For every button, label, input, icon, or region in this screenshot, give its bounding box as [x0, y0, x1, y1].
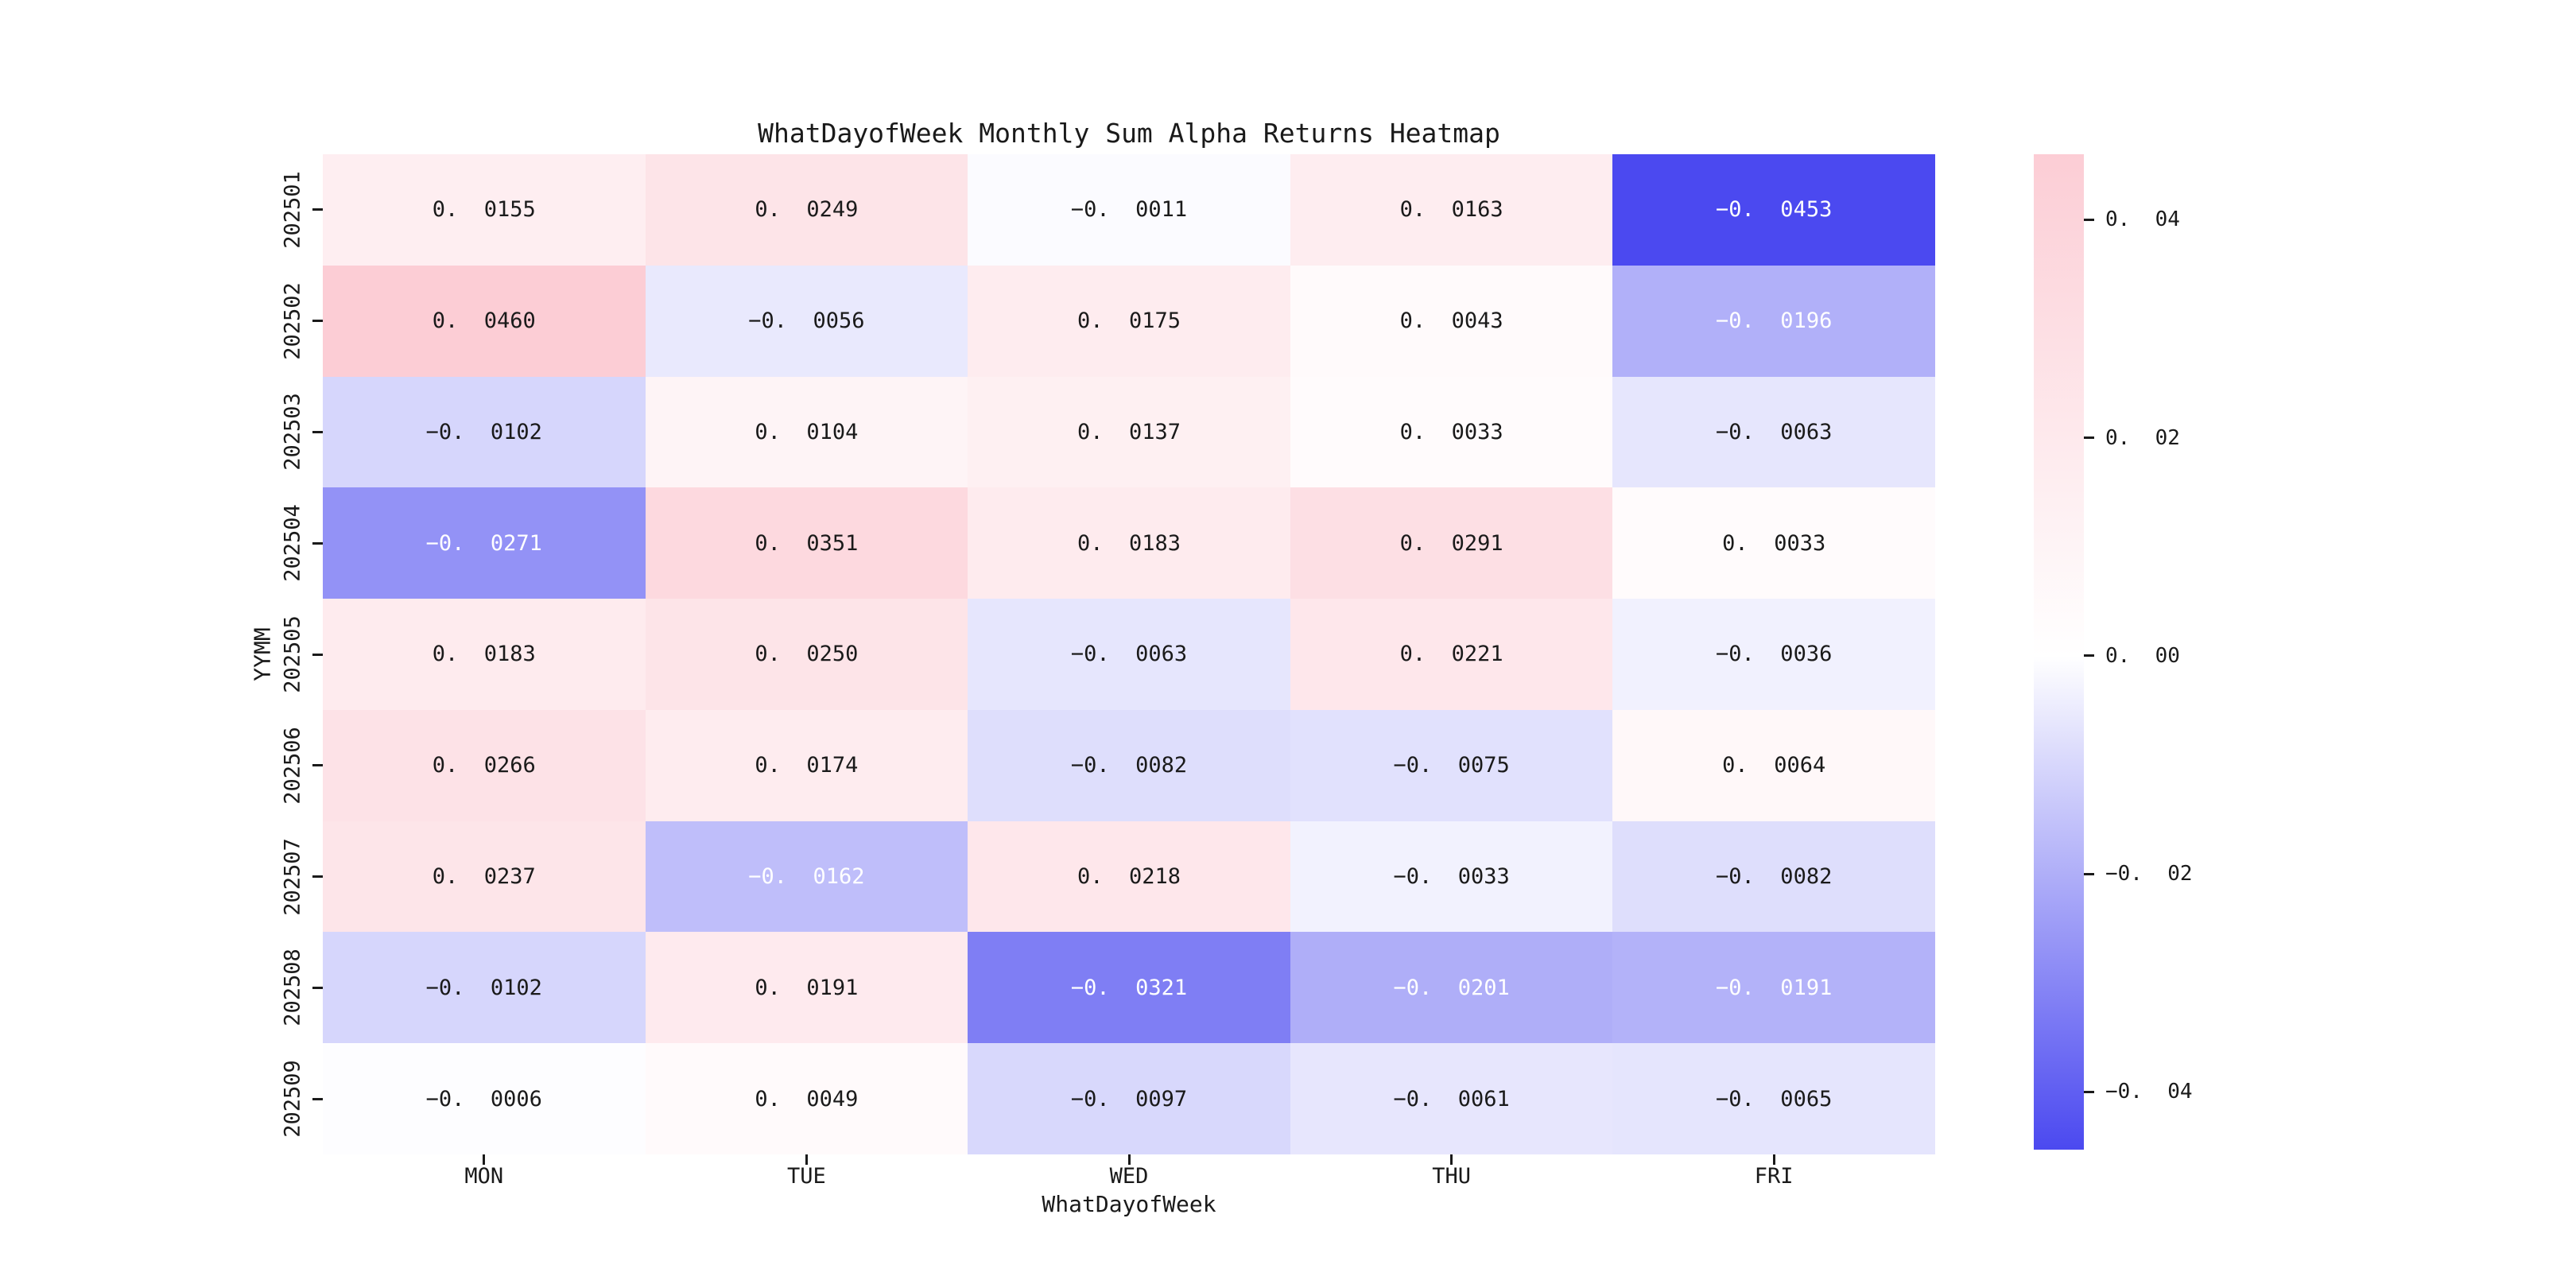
heatmap-cell-202502-TUE: −0. 0056 [645, 265, 968, 377]
x-tickmark [805, 1154, 808, 1165]
x-axis-label: WhatDayofWeek [1042, 1191, 1216, 1217]
y-tick-label: 202501 [280, 171, 305, 249]
heatmap-cell-202503-FRI: −0. 0063 [1612, 376, 1935, 488]
heatmap-cell-202501-FRI: −0. 0453 [1612, 154, 1935, 266]
heatmap-cell-202506-WED: −0. 0082 [968, 709, 1290, 821]
colorbar-tick-label: 0. 02 [2105, 425, 2180, 450]
heatmap-cell-202508-FRI: −0. 0191 [1612, 932, 1935, 1044]
heatmap-cell-202502-WED: 0. 0175 [968, 265, 1290, 377]
heatmap-cell-202501-WED: −0. 0011 [968, 154, 1290, 266]
y-tickmark [312, 653, 323, 656]
colorbar-tickmark [2084, 872, 2094, 875]
x-tickmark [1450, 1154, 1453, 1165]
x-tickmark [1127, 1154, 1131, 1165]
heatmap-cell-202508-TUE: 0. 0191 [645, 932, 968, 1044]
heatmap-cell-202505-WED: −0. 0063 [968, 599, 1290, 710]
heatmap-cell-202504-THU: 0. 0291 [1290, 487, 1613, 599]
heatmap-cell-202502-FRI: −0. 0196 [1612, 265, 1935, 377]
heatmap-cell-202505-THU: 0. 0221 [1290, 599, 1613, 710]
y-tickmark [312, 1097, 323, 1100]
x-tick-label: MON [464, 1164, 504, 1189]
heatmap-cell-202509-MON: −0. 0006 [323, 1043, 646, 1154]
colorbar-tickmark [2084, 218, 2094, 221]
heatmap-cell-202504-FRI: 0. 0033 [1612, 487, 1935, 599]
y-tickmark [312, 430, 323, 433]
y-tick-label: 202509 [280, 1060, 305, 1138]
y-tickmark [312, 320, 323, 323]
heatmap-cell-202509-TUE: 0. 0049 [645, 1043, 968, 1154]
x-tick-label: FRI [1754, 1164, 1794, 1189]
y-tick-label: 202504 [280, 504, 305, 582]
heatmap-cell-202508-MON: −0. 0102 [323, 932, 646, 1044]
colorbar [2034, 154, 2084, 1150]
x-tick-label: WED [1109, 1164, 1149, 1189]
colorbar-tick-label: −0. 04 [2105, 1080, 2193, 1104]
heatmap-cell-202507-FRI: −0. 0082 [1612, 821, 1935, 933]
heatmap-cell-202507-WED: 0. 0218 [968, 821, 1290, 933]
y-tick-label: 202505 [280, 615, 305, 693]
heatmap-cell-202502-MON: 0. 0460 [323, 265, 646, 377]
colorbar-tickmark [2084, 436, 2094, 440]
heatmap-cell-202507-THU: −0. 0033 [1290, 821, 1613, 933]
y-tick-label: 202503 [280, 393, 305, 471]
heatmap-cell-202501-MON: 0. 0155 [323, 154, 646, 266]
heatmap-cell-202503-TUE: 0. 0104 [645, 376, 968, 488]
heatmap-cell-202509-FRI: −0. 0065 [1612, 1043, 1935, 1154]
x-tickmark [1772, 1154, 1775, 1165]
chart-title: WhatDayofWeek Monthly Sum Alpha Returns … [758, 118, 1500, 149]
heatmap-cell-202509-THU: −0. 0061 [1290, 1043, 1613, 1154]
heatmap-cell-202505-TUE: 0. 0250 [645, 599, 968, 710]
heatmap-cell-202503-MON: −0. 0102 [323, 376, 646, 488]
heatmap-cell-202503-THU: 0. 0033 [1290, 376, 1613, 488]
heatmap-cell-202502-THU: 0. 0043 [1290, 265, 1613, 377]
heatmap-cell-202504-MON: −0. 0271 [323, 487, 646, 599]
heatmap-cell-202506-THU: −0. 0075 [1290, 709, 1613, 821]
heatmap-cell-202509-WED: −0. 0097 [968, 1043, 1290, 1154]
y-tickmark [312, 208, 323, 211]
y-tick-label: 202508 [280, 949, 305, 1027]
y-tickmark [312, 875, 323, 879]
heatmap-cell-202505-MON: 0. 0183 [323, 599, 646, 710]
y-tickmark [312, 764, 323, 767]
y-tickmark [312, 986, 323, 989]
y-tick-label: 202507 [280, 837, 305, 916]
y-tickmark [312, 541, 323, 545]
colorbar-tickmark [2084, 1090, 2094, 1093]
y-axis-label: YYMM [249, 627, 276, 681]
heatmap-cell-202504-TUE: 0. 0351 [645, 487, 968, 599]
heatmap-cell-202505-FRI: −0. 0036 [1612, 599, 1935, 710]
heatmap-cell-202506-FRI: 0. 0064 [1612, 709, 1935, 821]
heatmap-cell-202507-TUE: −0. 0162 [645, 821, 968, 933]
colorbar-tick-label: 0. 04 [2105, 208, 2180, 232]
heatmap-cell-202506-TUE: 0. 0174 [645, 709, 968, 821]
heatmap-cell-202501-TUE: 0. 0249 [645, 154, 968, 266]
x-tickmark [483, 1154, 486, 1165]
x-tick-label: TUE [787, 1164, 826, 1189]
heatmap-cell-202503-WED: 0. 0137 [968, 376, 1290, 488]
heatmap-cell-202508-WED: −0. 0321 [968, 932, 1290, 1044]
y-tick-label: 202506 [280, 726, 305, 805]
heatmap-grid: 0. 0155 0. 0249 −0. 0011 0. 0163 −0. 0453 0. … [323, 154, 1935, 1154]
y-tick-label: 202502 [280, 281, 305, 360]
colorbar-tick-label: −0. 02 [2105, 862, 2193, 886]
heatmap-cell-202504-WED: 0. 0183 [968, 487, 1290, 599]
heatmap-cell-202508-THU: −0. 0201 [1290, 932, 1613, 1044]
x-tick-label: THU [1432, 1164, 1471, 1189]
colorbar-tick-label: 0. 00 [2105, 643, 2180, 668]
colorbar-tickmark [2084, 654, 2094, 658]
heatmap-cell-202507-MON: 0. 0237 [323, 821, 646, 933]
heatmap-cell-202506-MON: 0. 0266 [323, 709, 646, 821]
heatmap-cell-202501-THU: 0. 0163 [1290, 154, 1613, 266]
